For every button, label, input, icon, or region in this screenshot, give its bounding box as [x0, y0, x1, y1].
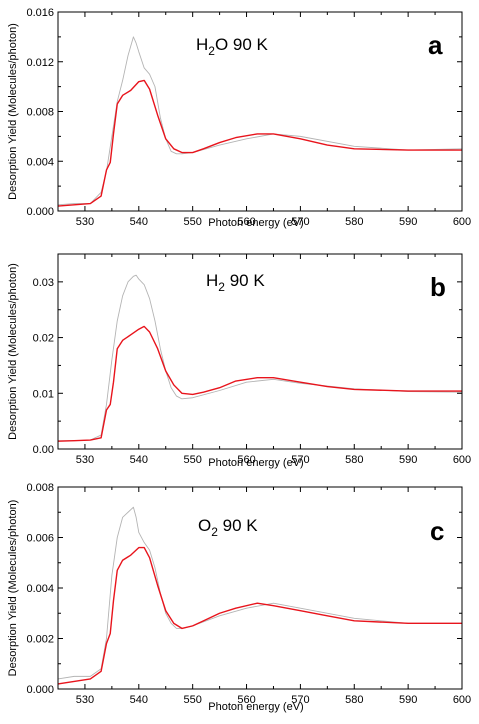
x-tick-label: 580	[345, 216, 363, 228]
y-tick-label: 0.016	[26, 7, 54, 19]
x-tick-label: 550	[183, 454, 201, 466]
x-tick-label: 580	[345, 694, 363, 706]
panel-letter: a	[428, 30, 443, 60]
x-tick-label: 530	[76, 694, 94, 706]
x-tick-label: 590	[399, 454, 417, 466]
panel-annotation: H2 90 K	[206, 271, 265, 294]
x-tick-label: 600	[453, 454, 471, 466]
annotation-rest: 90 K	[225, 271, 265, 290]
x-tick-label: 560	[237, 216, 255, 228]
annotation-main: O	[198, 516, 211, 535]
x-tick-label: 550	[183, 694, 201, 706]
x-tick-label: 550	[183, 216, 201, 228]
panel-annotation: O2 90 K	[198, 516, 258, 539]
y-axis-label: Desorption Yield (Molecules/photon)	[7, 500, 19, 677]
x-tick-label: 560	[237, 454, 255, 466]
y-tick-label: 0.000	[26, 684, 54, 696]
panel-annotation: H2O 90 K	[196, 35, 269, 58]
panel-letter: c	[430, 516, 444, 546]
panel-letter: b	[430, 272, 446, 302]
panel-b: 530 540 550 560 570 580 590 600 0.00 0.01 0.02 0.03…	[7, 253, 471, 469]
series-line-smoothed	[57, 79, 462, 207]
y-tick-label: 0.008	[26, 107, 54, 119]
y-tick-label: 0.004	[26, 583, 54, 595]
x-tick-label: 600	[453, 216, 471, 228]
series-line-raw	[58, 274, 463, 442]
y-tick-label: 0.01	[33, 388, 54, 400]
y-tick-label: 0.002	[26, 634, 54, 646]
plot-frame	[57, 253, 463, 450]
plot-frame	[57, 486, 463, 690]
x-tick-label: 600	[453, 694, 471, 706]
x-axis-label: Photon energy (eV)	[208, 217, 303, 229]
annotation-rest: O 90 K	[215, 35, 269, 54]
x-axis-label: Photon energy (eV)	[208, 457, 303, 469]
y-tick-label: 0.000	[26, 206, 54, 218]
x-tick-label: 580	[345, 454, 363, 466]
x-axis-label: Photon energy (eV)	[208, 701, 303, 713]
y-axis-label: Desorption Yield (Molecules/photon)	[7, 263, 19, 440]
x-tick-label: 590	[399, 216, 417, 228]
x-tick-label: 570	[291, 454, 309, 466]
annotation-main: H	[206, 271, 218, 290]
annotation-subscript: 2	[218, 280, 225, 294]
series-line-raw	[57, 36, 463, 206]
x-tick-label: 570	[291, 216, 309, 228]
x-tick-label: 570	[291, 694, 309, 706]
x-tick-label: 540	[130, 216, 148, 228]
y-axis-label: Desorption Yield (Molecules/photon)	[7, 23, 19, 200]
series-line-smoothed	[57, 325, 462, 442]
x-tick-label: 560	[237, 694, 255, 706]
y-tick-label: 0.03	[33, 277, 54, 289]
y-tick-label: 0.012	[26, 57, 54, 69]
y-tick-label: 0.00	[33, 444, 54, 456]
x-tick-label: 540	[130, 694, 148, 706]
y-tick-label: 0.008	[26, 482, 54, 494]
y-tick-label: 0.004	[26, 156, 54, 168]
x-tick-label: 530	[76, 216, 94, 228]
panel-c: 530 540 550 560 570 580 590 600 0.000 0.002 0.004 0…	[7, 482, 471, 713]
annotation-main: H	[196, 35, 208, 54]
x-tick-label: 590	[399, 694, 417, 706]
annotation-subscript: 2	[211, 525, 218, 539]
series-line-raw	[57, 506, 462, 680]
y-tick-label: 0.02	[33, 333, 54, 345]
annotation-subscript: 2	[208, 44, 215, 58]
y-tick-label: 0.006	[26, 533, 54, 545]
annotation-rest: 90 K	[218, 516, 258, 535]
series-line-smoothed	[57, 546, 462, 685]
x-tick-label: 540	[130, 454, 148, 466]
x-tick-label: 530	[76, 454, 94, 466]
panel-a: 530 540 550 560 570 580 590 600 0.000 0.004 0.008 0…	[7, 7, 471, 229]
